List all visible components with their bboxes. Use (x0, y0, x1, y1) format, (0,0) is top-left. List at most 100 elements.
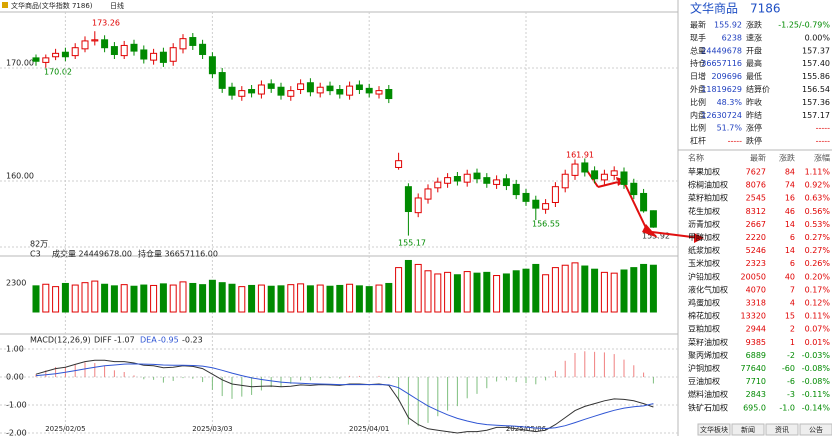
candle-body (169, 47, 177, 62)
volume-bar (208, 279, 216, 313)
table-value: 4 (790, 299, 795, 308)
volume-bar (218, 282, 226, 313)
table-value: 6889 (746, 351, 766, 360)
table-value: 15 (785, 312, 795, 321)
table-value: -6 (787, 377, 795, 386)
volume-bar (248, 284, 256, 313)
tab-label[interactable]: 公告 (809, 425, 823, 434)
table-name[interactable]: 菜籽油加权 (688, 337, 728, 347)
table-value: 0.12% (805, 299, 831, 308)
tab-label[interactable]: 新闻 (741, 425, 755, 434)
period-label: 日线 (110, 1, 124, 10)
quote-value: -1.25/-0.79% (778, 21, 830, 30)
volume-bar (326, 285, 334, 313)
table-name[interactable]: 沪铜加权 (688, 363, 720, 373)
table-name[interactable]: 菜籽粕加权 (688, 193, 728, 203)
table-name[interactable]: 聚丙烯加权 (688, 350, 728, 360)
table-value: -3 (787, 390, 795, 399)
table-name[interactable]: 玉米加权 (688, 258, 720, 268)
volume-bar (355, 285, 363, 313)
volume-bar (179, 281, 187, 313)
tab[interactable] (731, 423, 765, 436)
tab[interactable] (765, 423, 799, 436)
volume-bar (434, 273, 442, 313)
candle-body (444, 177, 452, 184)
table-name[interactable]: 苹果加权 (688, 167, 720, 177)
table-name[interactable]: 豆油加权 (688, 376, 720, 386)
table-value: 0.01% (805, 338, 831, 347)
table-name[interactable]: 鸡蛋加权 (688, 298, 720, 308)
arrow-head (694, 233, 704, 243)
candle-body (199, 43, 207, 55)
quote-value: 0.00% (805, 33, 831, 42)
macd-tick-label: -2.00 (6, 429, 27, 436)
macd-tick-label: -1.00 (6, 401, 27, 410)
table-name[interactable]: 棕榈油加权 (688, 180, 728, 190)
volume-bar (630, 267, 638, 313)
quote-value: 12630724 (701, 111, 742, 120)
candle-body (395, 160, 403, 168)
volume-bar (336, 284, 344, 313)
table-value: 14 (785, 246, 795, 255)
macd-title: MACD(12,26,9) (30, 336, 91, 345)
table-name[interactable]: 豆粕加权 (688, 324, 720, 334)
tab[interactable] (697, 423, 731, 436)
candle-body (110, 46, 118, 55)
quote-value: 36657116 (701, 59, 742, 68)
table-name[interactable]: 花生加权 (688, 206, 720, 216)
tab[interactable] (799, 423, 832, 436)
quote-code: 7186 (750, 2, 781, 16)
table-name[interactable]: 燃料油加权 (688, 389, 728, 399)
candle-body (551, 186, 559, 203)
y-tick-label: 160.00 (6, 172, 34, 181)
table-name[interactable]: 沪铅加权 (688, 271, 720, 281)
table-name[interactable]: 棉花加权 (688, 311, 720, 321)
quote-value: 48.3% (717, 98, 743, 107)
table-value: -0.08% (802, 364, 831, 373)
table-value: 2944 (746, 325, 766, 334)
volume-bar (297, 283, 305, 313)
volume-bar (463, 271, 471, 313)
candle-body (277, 86, 285, 96)
volume-bar (581, 265, 589, 313)
volume-bar (277, 285, 285, 313)
table-value: 8076 (746, 181, 766, 190)
table-name[interactable]: 纸浆加权 (688, 245, 720, 255)
candle-body (130, 43, 138, 52)
table-name[interactable]: 铁矿石加权 (688, 402, 728, 412)
quote-label: 跌停 (746, 136, 762, 146)
quote-label: 杠杆 (690, 136, 706, 146)
table-value: -0.08% (802, 377, 831, 386)
candle-body (150, 52, 158, 61)
candle-body (61, 51, 69, 58)
quote-label: 涨停 (746, 123, 762, 133)
arrow-head (642, 224, 658, 238)
quote-value: ----- (816, 124, 831, 133)
candle-body (71, 47, 79, 57)
table-value: 0.63% (805, 194, 831, 203)
candle-body (571, 163, 579, 176)
volume-bar (120, 284, 128, 313)
candle-body (208, 56, 216, 75)
table-value: 6 (790, 233, 795, 242)
arrow (623, 181, 647, 229)
volume-bar (238, 286, 246, 313)
tab-label[interactable]: 文华板块 (700, 425, 728, 434)
volume-bar (346, 283, 354, 313)
table-value: 0.92% (805, 181, 831, 190)
table-name[interactable]: 液化气加权 (688, 284, 728, 294)
quote-label: 内盘 (690, 110, 706, 120)
volume-bar (502, 273, 510, 313)
table-value: -0.11% (802, 390, 831, 399)
candle-body (630, 182, 638, 196)
table-value: 13320 (741, 312, 766, 321)
tab-label[interactable]: 资讯 (775, 425, 789, 434)
table-value: -60 (782, 364, 795, 373)
table-name[interactable]: 沥青加权 (688, 219, 720, 229)
volume-bar (395, 267, 403, 313)
table-value: -0.14% (802, 403, 831, 412)
quote-label: 总量 (690, 45, 706, 55)
table-value: 2323 (746, 259, 766, 268)
quote-value: 51.7% (717, 124, 743, 133)
table-name[interactable]: 甲醇加权 (688, 232, 720, 242)
